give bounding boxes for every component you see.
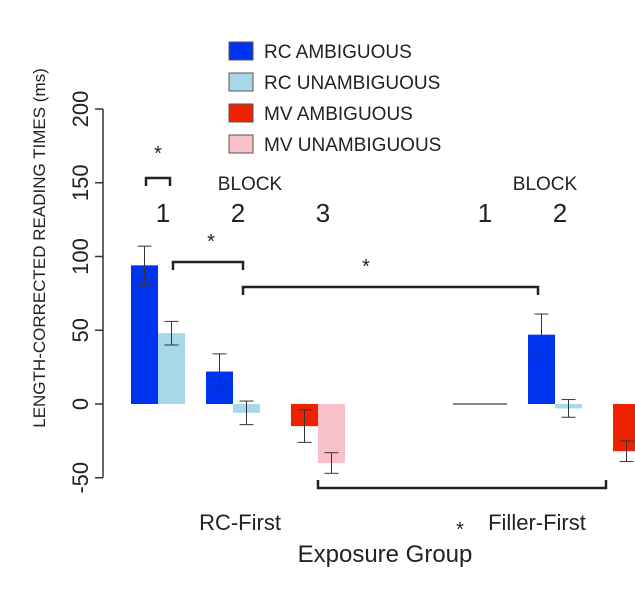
y-tick-label: 150 bbox=[68, 164, 93, 201]
legend-swatch bbox=[228, 72, 254, 92]
y-tick-label: 50 bbox=[68, 318, 93, 342]
significance-label: * bbox=[456, 519, 464, 541]
legend-entry: MV UNAMBIGUOUS bbox=[264, 135, 441, 156]
group-label: RC-First bbox=[199, 510, 281, 535]
significance-label: * bbox=[207, 231, 215, 253]
block-number: 1 bbox=[156, 198, 170, 228]
block-number: 2 bbox=[553, 198, 567, 228]
block-title: BLOCK bbox=[218, 174, 283, 195]
error-bars bbox=[137, 245, 634, 474]
block-labels: BLOCK123BLOCK123 bbox=[156, 174, 578, 228]
group-label: Filler-First bbox=[488, 510, 586, 535]
y-tick-label: 0 bbox=[68, 398, 93, 410]
significance-bracket bbox=[171, 260, 245, 270]
legend-entry: RC UNAMBIGUOUS bbox=[264, 73, 440, 94]
y-tick-label: 200 bbox=[68, 91, 93, 128]
significance-bracket bbox=[241, 285, 540, 295]
legend-entry: MV AMBIGUOUS bbox=[264, 104, 413, 125]
block-number: 3 bbox=[316, 198, 330, 228]
legend-swatch bbox=[228, 41, 254, 61]
significance-label: * bbox=[154, 143, 162, 165]
legend-swatch bbox=[228, 134, 254, 154]
block-number: 2 bbox=[231, 198, 245, 228]
block-number: 1 bbox=[478, 198, 492, 228]
legend: RC AMBIGUOUS RC UNAMBIGUOUS MV AMBIGUOUS MV… bbox=[228, 41, 441, 156]
y-axis: -50 0 50 100 150 200 bbox=[68, 91, 104, 494]
significance-bracket bbox=[144, 176, 172, 186]
x-axis-label: Exposure Group bbox=[298, 541, 473, 568]
legend-entry: RC AMBIGUOUS bbox=[264, 42, 412, 63]
bars bbox=[131, 265, 635, 463]
significance-brackets: * * * * bbox=[144, 143, 608, 541]
bar bbox=[131, 265, 158, 404]
y-axis-label: LENGTH-CORRECTED READING TIMES (ms) bbox=[30, 68, 49, 428]
y-tick-label: 100 bbox=[68, 238, 93, 275]
bar bbox=[613, 404, 635, 452]
legend-swatch bbox=[228, 103, 254, 123]
block-title: BLOCK bbox=[513, 174, 578, 195]
group-labels: RC-First Filler-First bbox=[199, 510, 586, 535]
y-tick-label: -50 bbox=[68, 462, 93, 494]
significance-label: * bbox=[362, 256, 370, 278]
significance-bracket bbox=[316, 480, 608, 490]
